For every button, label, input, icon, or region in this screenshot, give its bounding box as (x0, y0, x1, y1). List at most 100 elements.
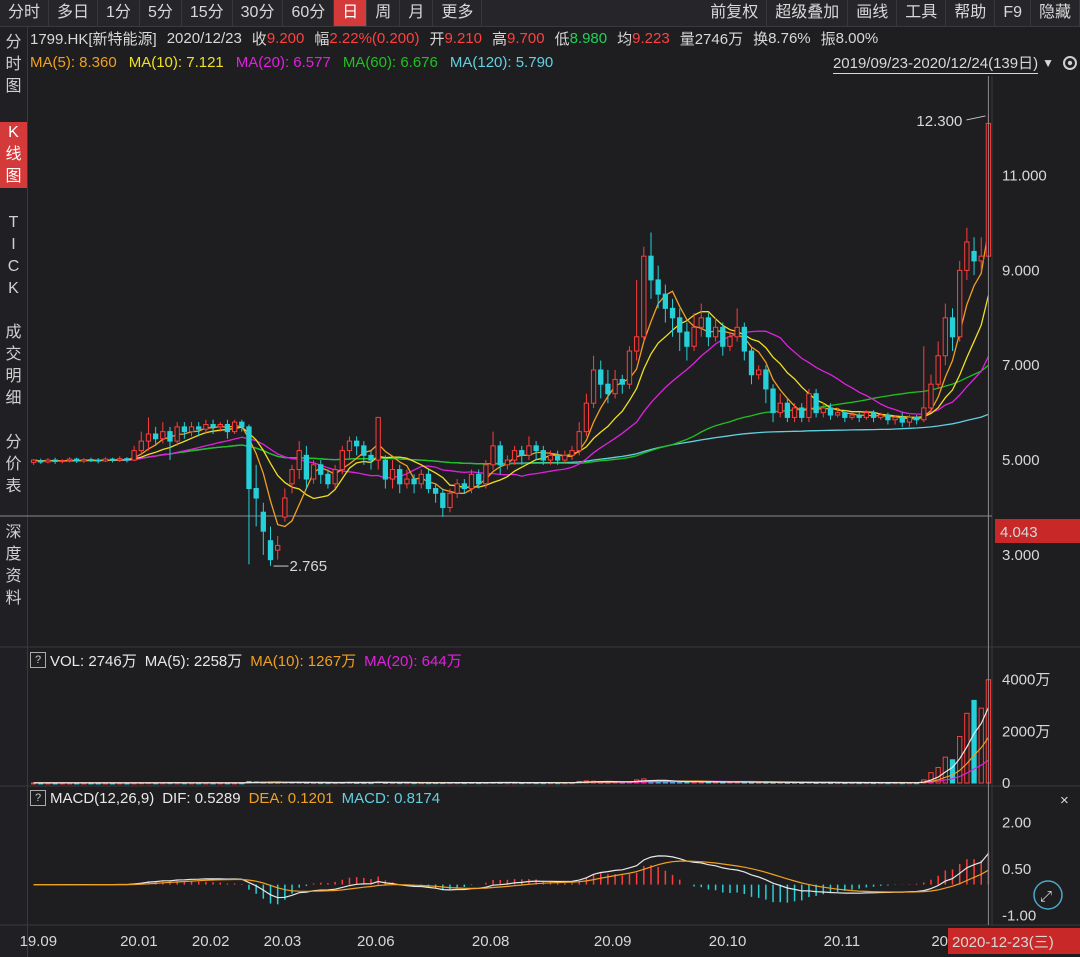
candle-body (210, 424, 216, 428)
macd-tick-label: 0.50 (1002, 861, 1031, 878)
date-range-selector[interactable]: 2019/09/23-2020/12/24(139日) ▼ (832, 53, 1080, 74)
candle-body (784, 402, 791, 418)
period-tab-7[interactable]: 日 (334, 0, 368, 26)
candle-body (547, 454, 554, 461)
period-tab-5[interactable]: 30分 (233, 0, 284, 26)
crosshair-date-tag (948, 928, 1080, 954)
candle-body (655, 279, 661, 295)
dif-line (33, 853, 989, 899)
period-tab-10[interactable]: 更多 (433, 0, 483, 26)
candle (942, 303, 948, 366)
price-tick-label: 11.000 (1002, 168, 1047, 185)
sidebar-item-0[interactable]: 分时图 (5, 34, 22, 95)
stock-symbol: 1799.HK[新特能源] (30, 30, 157, 48)
candle (863, 410, 870, 420)
date-tick-label: 20.03 (264, 933, 302, 950)
period-tab-2[interactable]: 1分 (98, 0, 140, 26)
candle (662, 284, 669, 323)
legend-entry-3: MA(20): 644万 (364, 652, 462, 670)
low-label: 低 (554, 30, 570, 48)
candle-body (942, 317, 948, 357)
sidebar-item-3[interactable]: 成交明细 (5, 324, 22, 407)
candle-body (712, 326, 719, 338)
tool-button-6[interactable]: 隐藏 (1031, 0, 1080, 26)
macd-tick-label: 2.00 (1002, 814, 1031, 831)
candle (885, 412, 891, 425)
candle (892, 415, 898, 425)
candle (870, 410, 877, 423)
amplitude-value: 8.00% (835, 29, 879, 47)
candle-body (375, 416, 381, 461)
legend-entry-4: MA(120): 5.790 (449, 53, 554, 71)
open-value: 9.210 (444, 29, 482, 47)
period-tab-0[interactable]: 分时 (0, 0, 50, 26)
candle-body (899, 416, 905, 423)
period-tab-4[interactable]: 15分 (182, 0, 233, 26)
candle-body (353, 440, 360, 447)
candle (224, 419, 231, 439)
expand-icon (1033, 880, 1063, 910)
tool-button-0[interactable]: 前复权 (702, 0, 768, 26)
price-tick-label: 3.000 (1002, 547, 1040, 564)
candle (734, 308, 740, 342)
candle (655, 265, 661, 309)
candle (231, 419, 238, 434)
tool-button-3[interactable]: 工具 (897, 0, 947, 26)
candle (590, 355, 597, 408)
expand-arrow-icon: ⤢ (1040, 888, 1053, 905)
macd-tick-label: -1.00 (1002, 908, 1036, 925)
sidebar-item-4[interactable]: 分价表 (5, 434, 22, 495)
candle-body (935, 355, 941, 385)
candle (784, 398, 791, 423)
candle-body (203, 424, 209, 430)
settings-gear-icon[interactable] (1060, 53, 1080, 73)
help-icon[interactable]: ? (30, 790, 46, 806)
date-tick-label: 20.01 (120, 933, 158, 950)
candle-body (361, 445, 367, 456)
candle (562, 450, 568, 463)
help-icon[interactable]: ? (30, 652, 46, 668)
candle-body (425, 473, 432, 490)
period-tab-6[interactable]: 60分 (283, 0, 335, 26)
volume-bar (964, 712, 970, 784)
candle-body (483, 464, 489, 485)
candle (813, 388, 819, 418)
open-label: 开 (429, 30, 445, 48)
tool-button-2[interactable]: 画线 (848, 0, 898, 26)
candle (727, 332, 733, 352)
candle-body (569, 450, 575, 456)
chart-grid (0, 76, 1080, 926)
tool-button-4[interactable]: 帮助 (946, 0, 996, 26)
candle-body (389, 469, 396, 480)
candle (124, 457, 130, 463)
period-tab-9[interactable]: 月 (400, 0, 434, 26)
candle-body (691, 326, 697, 347)
candle (368, 450, 374, 470)
candle-body (397, 469, 403, 485)
candle (756, 365, 762, 380)
sidebar-item-5[interactable]: 深度资料 (5, 524, 22, 607)
tool-button-1[interactable]: 超级叠加 (767, 0, 849, 26)
candle-body (260, 511, 266, 532)
close-pane-icon: × (1060, 792, 1069, 809)
candle (827, 403, 834, 420)
period-tab-3[interactable]: 5分 (140, 0, 182, 26)
high-value: 9.700 (507, 29, 545, 47)
candle-body (476, 473, 482, 485)
candle (770, 384, 776, 423)
candle-body (332, 469, 338, 485)
tool-button-5[interactable]: F9 (995, 0, 1031, 26)
triangle-down-icon[interactable]: ▼ (1042, 56, 1054, 70)
candle-body (885, 414, 891, 421)
volume-ma5-line (33, 707, 989, 784)
candle-body (949, 317, 956, 338)
period-tab-8[interactable]: 周 (367, 0, 401, 26)
legend-entry-0: MACD(12,26,9) (50, 789, 155, 807)
period-tab-1[interactable]: 多日 (49, 0, 99, 26)
toolbar-tools: 前复权 超级叠加 画线 工具 帮助 F9 隐藏 (702, 0, 1080, 26)
candle (289, 464, 295, 494)
candle-body (404, 478, 410, 485)
